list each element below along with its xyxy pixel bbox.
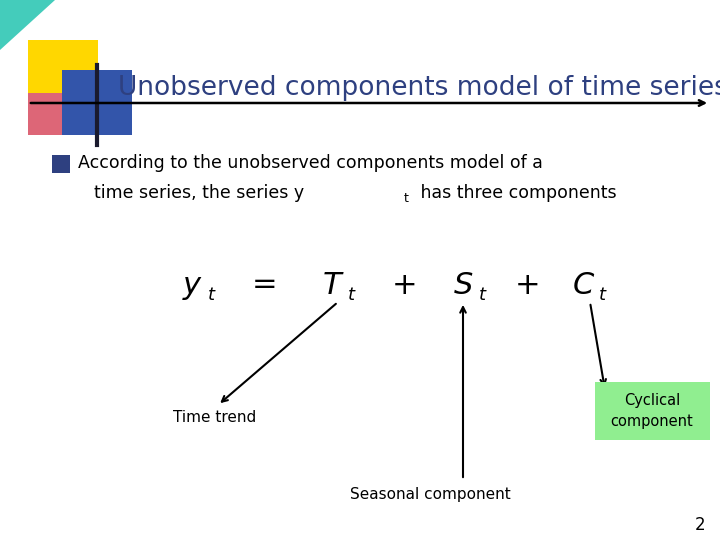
Text: t: t [348, 286, 355, 304]
Text: S: S [454, 271, 473, 300]
Text: has three components: has three components [415, 184, 616, 202]
Text: t: t [599, 286, 606, 304]
Text: Seasonal component: Seasonal component [350, 488, 510, 503]
Text: y: y [183, 271, 201, 300]
Bar [52, 155, 70, 173]
Text: t: t [208, 286, 215, 304]
Bar [595, 382, 710, 440]
Bar [28, 93, 70, 135]
Bar [62, 70, 132, 135]
Text: =: = [252, 271, 278, 300]
Bar [28, 40, 98, 105]
Text: t: t [404, 192, 409, 205]
Text: Time trend: Time trend [174, 410, 256, 426]
Text: time series, the series y: time series, the series y [94, 184, 304, 202]
Text: +: + [392, 271, 418, 300]
Text: +: + [516, 271, 541, 300]
Polygon shape [0, 0, 55, 50]
Text: T: T [323, 271, 341, 300]
Text: According to the unobserved components model of a: According to the unobserved components m… [78, 154, 543, 172]
Text: 2: 2 [695, 516, 706, 534]
Text: Cyclical
component: Cyclical component [611, 393, 693, 429]
Text: C: C [572, 271, 593, 300]
Text: t: t [479, 286, 486, 304]
Text: Unobserved components model of time series: Unobserved components model of time seri… [118, 75, 720, 101]
